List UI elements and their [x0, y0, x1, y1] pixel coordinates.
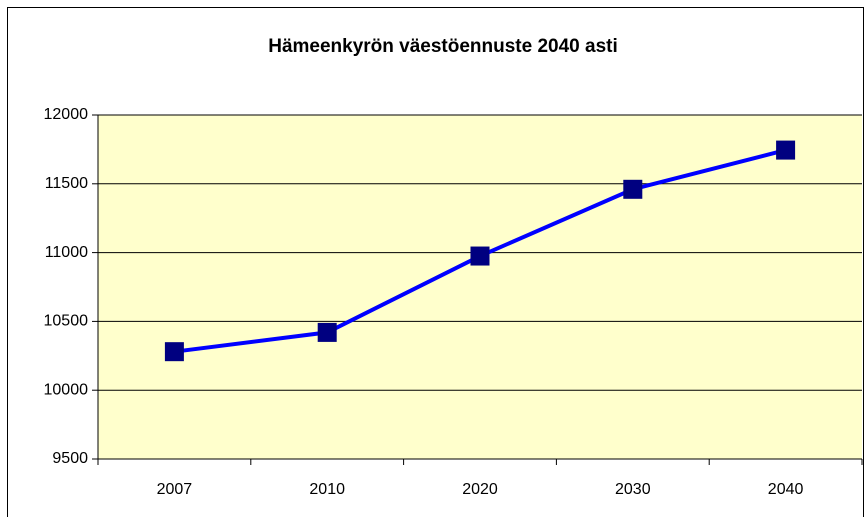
x-tick-label: 2030	[615, 481, 651, 498]
data-marker	[776, 140, 796, 160]
y-tick-label: 11000	[45, 244, 88, 261]
x-tick-label: 2007	[157, 481, 193, 498]
data-marker	[317, 322, 337, 342]
plot-area	[98, 115, 862, 459]
data-marker	[164, 342, 184, 362]
data-marker	[623, 179, 643, 199]
data-marker	[470, 246, 490, 266]
x-tick-label: 2020	[462, 481, 498, 498]
y-tick-label: 11500	[45, 175, 88, 192]
y-tick-label: 10500	[44, 313, 89, 330]
y-tick-label: 9500	[52, 450, 88, 467]
x-tick-label: 2010	[309, 481, 345, 498]
chart-title: Hämeenkyrön väestöennuste 2040 asti	[268, 36, 618, 57]
x-tick-label: 2040	[768, 481, 804, 498]
y-tick-label: 10000	[44, 381, 89, 398]
y-tick-label: 12000	[44, 106, 89, 123]
